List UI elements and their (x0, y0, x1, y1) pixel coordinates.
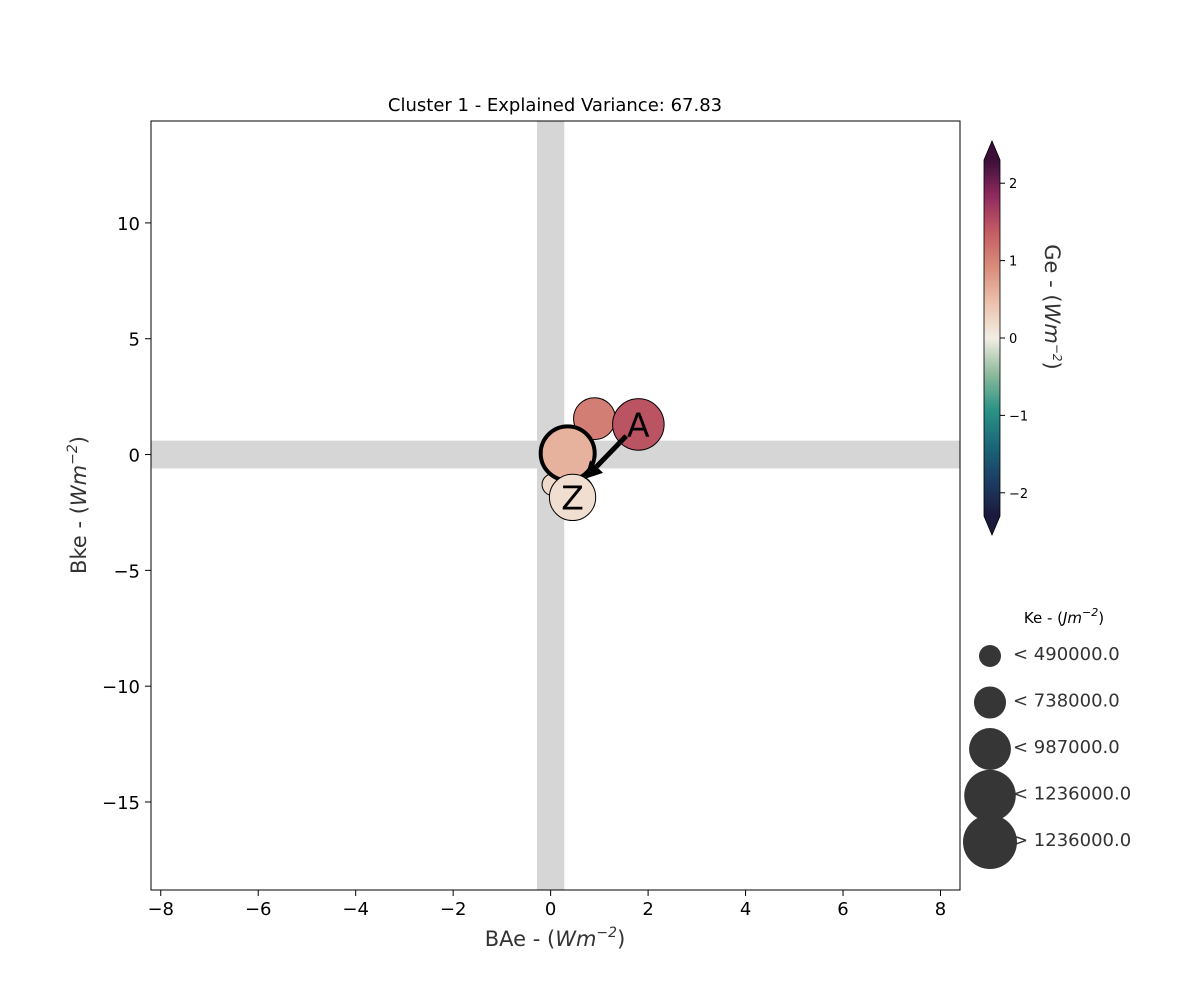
size-legend-marker (974, 686, 1006, 718)
size-legend-label: < 738000.0 (1013, 691, 1120, 712)
colorbar-tick-label: 0 (1009, 332, 1017, 347)
colorbar-tick-label: −2 (1009, 487, 1028, 502)
point-label-z: Z (561, 478, 584, 517)
x-axis-label: BAe - (Wm−2) (485, 925, 626, 951)
y-tick-label: 0 (129, 446, 140, 467)
size-legend-title: Ke - (Jm−2) (1024, 606, 1104, 627)
y-tick-label: −10 (102, 677, 140, 698)
chart-title: Cluster 1 - Explained Variance: 67.83 (388, 95, 722, 116)
x-tick-label: −6 (245, 899, 272, 920)
x-tick-label: 8 (935, 899, 946, 920)
size-legend-label: < 490000.0 (1013, 644, 1120, 665)
colorbar-tick-label: 1 (1009, 255, 1017, 270)
x-tick-label: 6 (837, 899, 848, 920)
y-tick-label: −15 (102, 793, 140, 814)
size-legend-label: > 1236000.0 (1013, 830, 1131, 851)
x-tick-label: 4 (740, 899, 751, 920)
x-tick-label: −2 (440, 899, 467, 920)
size-legend: Ke - (Jm−2) < 490000.0 < 738000.0 < 987000… (963, 606, 1131, 869)
colorbar: 2 1 0 −1 −2 Ge - (Wm−2) (984, 141, 1064, 535)
point-label-a: A (627, 405, 650, 444)
colorbar-label: Ge - (Wm−2) (1040, 244, 1064, 369)
colorbar-tick-label: −1 (1009, 409, 1028, 424)
size-legend-marker (969, 728, 1011, 770)
y-axis: 10 5 0 −5 −10 −15 (102, 214, 151, 814)
highlighted-data-point (541, 426, 595, 480)
colorbar-top-extension (984, 141, 1000, 160)
plot-area: AZ (151, 121, 960, 890)
x-tick-label: 0 (545, 899, 556, 920)
colorbar-tick-label: 2 (1009, 177, 1017, 192)
x-tick-label: −4 (342, 899, 369, 920)
size-legend-label: < 987000.0 (1013, 737, 1120, 758)
y-tick-label: 5 (129, 330, 140, 351)
x-tick-label: 2 (642, 899, 653, 920)
size-legend-label: < 1236000.0 (1013, 784, 1131, 805)
size-legend-marker (979, 645, 1001, 667)
size-legend-marker (963, 815, 1017, 869)
x-axis: −8 −6 −4 −2 0 2 4 6 8 (147, 890, 946, 920)
colorbar-bottom-extension (984, 516, 1000, 535)
size-legend-marker (964, 770, 1016, 822)
y-axis-label: Bke - (Wm−2) (65, 436, 91, 574)
colorbar-body (984, 160, 1000, 516)
y-tick-label: −5 (113, 561, 140, 582)
y-tick-label: 10 (117, 214, 140, 235)
x-tick-label: −8 (147, 899, 174, 920)
